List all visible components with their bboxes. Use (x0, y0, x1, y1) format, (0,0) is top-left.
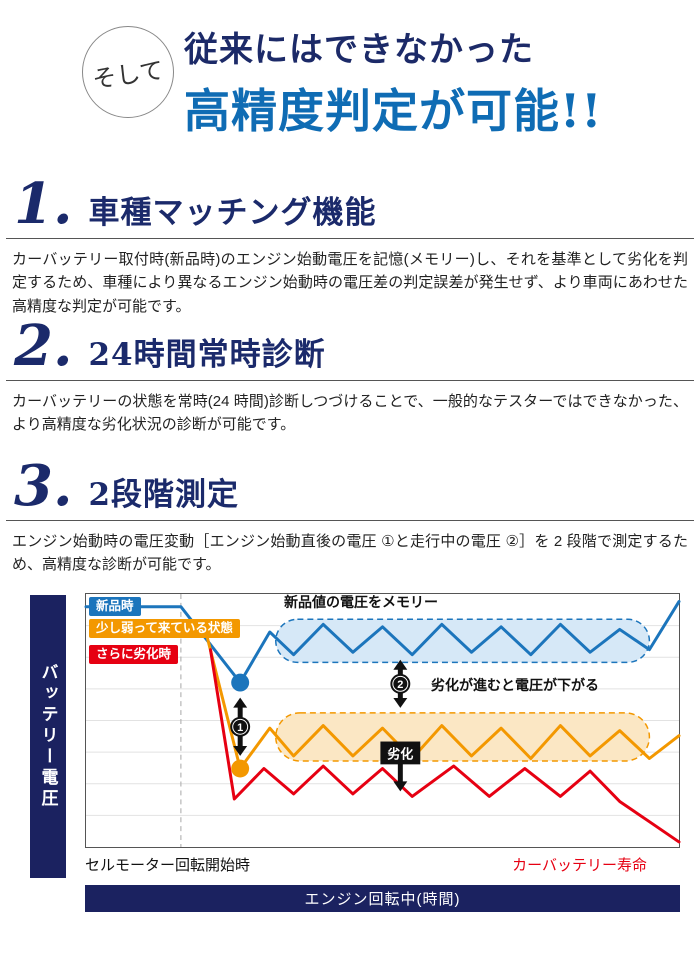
feature-3-title: 2段階測定 (88, 477, 240, 513)
feature-3-heading: 3. 2段階測定 (0, 458, 700, 514)
feature-section-1: 1. 車種マッチング機能 カーバッテリー取付時(新品時)のエンジン始動電圧を記憶… (0, 176, 700, 318)
feature-2-heading: 2. 24時間常時診断 (0, 318, 700, 374)
voltage-chart: バッテリー電圧 1 2 劣化 新品時 少し弱って来ている状態 さらに劣化時 新品値の… (0, 593, 700, 923)
hero-text: 従来にはできなかった 高精度判定が可能!! (184, 22, 602, 141)
feature-3-divider (6, 520, 694, 521)
feature-2-body: カーバッテリーの状態を常時(24 時間)診断しつづけることで、一般的なテスターで… (12, 393, 688, 434)
x-axis-label: エンジン回転中(時間) (304, 891, 461, 908)
feature-1-title: 車種マッチング機能 (88, 195, 377, 231)
y-axis-label-bar: バッテリー電圧 (30, 595, 66, 878)
memory-note: 新品値の電圧をメモリー (284, 594, 438, 610)
legend-chip-weakening: 少し弱って来ている状態 (89, 619, 240, 638)
hero-header: そして 従来にはできなかった 高精度判定が可能!! (0, 20, 700, 170)
x-end-label: カーバッテリー寿命 (512, 857, 647, 874)
hero-title: 高精度判定が可能!! (184, 84, 603, 138)
x-axis-label-bar: エンジン回転中(時間) (85, 885, 680, 912)
feature-section-2: 2. 24時間常時診断 カーバッテリーの状態を常時(24 時間)診断しつづけるこ… (0, 318, 700, 437)
soshite-badge-label: そして (91, 55, 166, 94)
feature-section-3: 3. 2段階測定 エンジン始動時の電圧変動［エンジン始動直後の電圧 ①と走行中の… (0, 458, 700, 577)
svg-text:1: 1 (237, 722, 243, 734)
y-axis-label: バッテリー電圧 (38, 663, 58, 810)
svg-text:2: 2 (397, 679, 403, 691)
feature-1-heading: 1. 車種マッチング機能 (0, 176, 700, 232)
feature-2-title: 24時間常時診断 (88, 337, 326, 373)
hero-subtitle: 従来にはできなかった (184, 30, 534, 70)
feature-1-body: カーバッテリー取付時(新品時)のエンジン始動電圧を記憶(メモリー)し、それを基準… (12, 251, 688, 315)
chart-svg: 1 2 劣化 (84, 594, 681, 847)
legend-chip-degraded: さらに劣化時 (89, 645, 179, 664)
chart-plot-area: 1 2 劣化 新品時 少し弱って来ている状態 さらに劣化時 新品値の電圧をメモリー … (84, 593, 681, 848)
feature-1-number: 1. (14, 171, 73, 237)
feature-3-number: 3. (14, 453, 73, 519)
feature-2-divider (6, 380, 694, 381)
feature-2-number: 2. (14, 313, 73, 379)
legend-chip-new: 新品時 (89, 597, 141, 616)
chart-captions: セルモーター回転開始時 カーバッテリー寿命 (85, 854, 680, 875)
svg-text:劣化: 劣化 (387, 746, 413, 761)
soshite-badge: そして (82, 26, 174, 118)
feature-3-body: エンジン始動時の電圧変動［エンジン始動直後の電圧 ①と走行中の電圧 ②］を 2 … (12, 533, 688, 574)
x-start-label: セルモーター回転開始時 (85, 857, 251, 874)
feature-1-divider (6, 238, 694, 239)
deterioration-note: 劣化が進むと電圧が下がる (431, 677, 599, 693)
